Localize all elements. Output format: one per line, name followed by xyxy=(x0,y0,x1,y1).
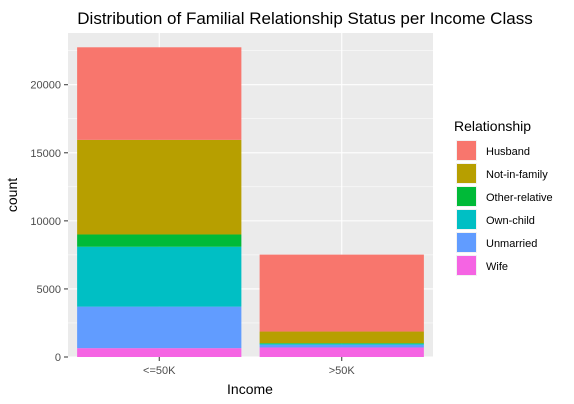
legend-title: Relationship xyxy=(454,118,531,134)
chart-title: Distribution of Familial Relationship St… xyxy=(77,9,532,28)
legend-swatch xyxy=(457,256,476,275)
legend-label: Not-in-family xyxy=(486,169,548,181)
x-tick-label: <=50K xyxy=(143,365,176,377)
y-axis-ticks: 0 5000 10000 15000 20000 xyxy=(30,80,68,364)
bar-wife-2 xyxy=(260,347,424,357)
bar-husband-1 xyxy=(77,47,241,140)
bar-not-in-family-2 xyxy=(260,332,424,344)
bar-unmarried-1 xyxy=(77,307,241,349)
bar-other-relative-2 xyxy=(260,343,424,344)
legend-swatch xyxy=(457,141,476,160)
bar-own-child-2 xyxy=(260,344,424,345)
legend-swatch xyxy=(457,187,476,206)
bar-not-in-family-1 xyxy=(77,140,241,235)
legend-label: Wife xyxy=(486,261,508,273)
bar-unmarried-2 xyxy=(260,345,424,348)
legend-label: Own-child xyxy=(486,215,535,227)
x-axis-ticks: <=50K >50K xyxy=(143,357,355,377)
x-axis-title: Income xyxy=(227,381,273,397)
bar-other-relative-1 xyxy=(77,234,241,246)
legend: Relationship Husband Not-in-family Other-r… xyxy=(454,118,553,276)
y-tick-label: 5000 xyxy=(37,284,61,296)
legend-label: Unmarried xyxy=(486,238,537,250)
bar-wife-1 xyxy=(77,348,241,357)
y-tick-label: 10000 xyxy=(30,216,61,228)
y-tick-label: 15000 xyxy=(30,148,61,160)
legend-swatch xyxy=(457,164,476,183)
legend-label: Other-relative xyxy=(486,192,553,204)
y-tick-label: 20000 xyxy=(30,80,61,92)
bar-own-child-1 xyxy=(77,247,241,307)
legend-swatch xyxy=(457,210,476,229)
y-tick-label: 0 xyxy=(55,352,61,364)
x-tick-label: >50K xyxy=(329,365,356,377)
y-axis-title: count xyxy=(4,178,20,212)
legend-label: Husband xyxy=(486,146,530,158)
bar-husband-2 xyxy=(260,255,424,332)
legend-swatch xyxy=(457,233,476,252)
